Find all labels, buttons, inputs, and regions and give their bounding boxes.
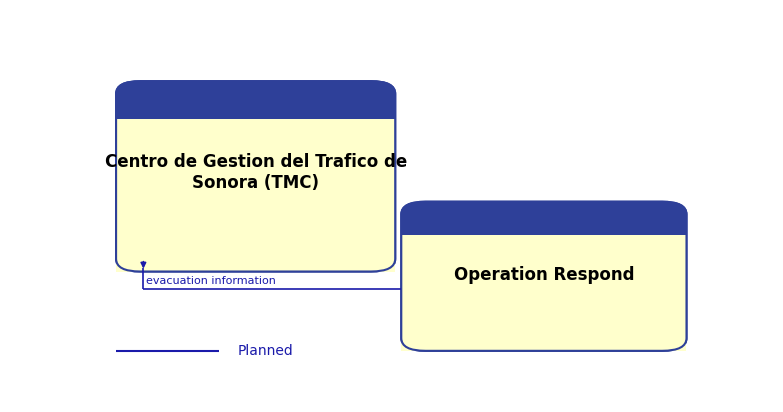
Bar	[116, 119, 395, 272]
Bar	[402, 234, 687, 351]
FancyBboxPatch shape	[402, 202, 687, 351]
FancyBboxPatch shape	[402, 202, 687, 351]
Text: Operation Respond: Operation Respond	[453, 266, 634, 284]
Text: Centro de Gestion del Trafico de
Sonora (TMC): Centro de Gestion del Trafico de Sonora …	[104, 153, 407, 192]
FancyBboxPatch shape	[116, 81, 395, 272]
FancyBboxPatch shape	[116, 81, 395, 272]
Text: evacuation information: evacuation information	[146, 276, 276, 286]
Text: Planned: Planned	[237, 344, 293, 358]
